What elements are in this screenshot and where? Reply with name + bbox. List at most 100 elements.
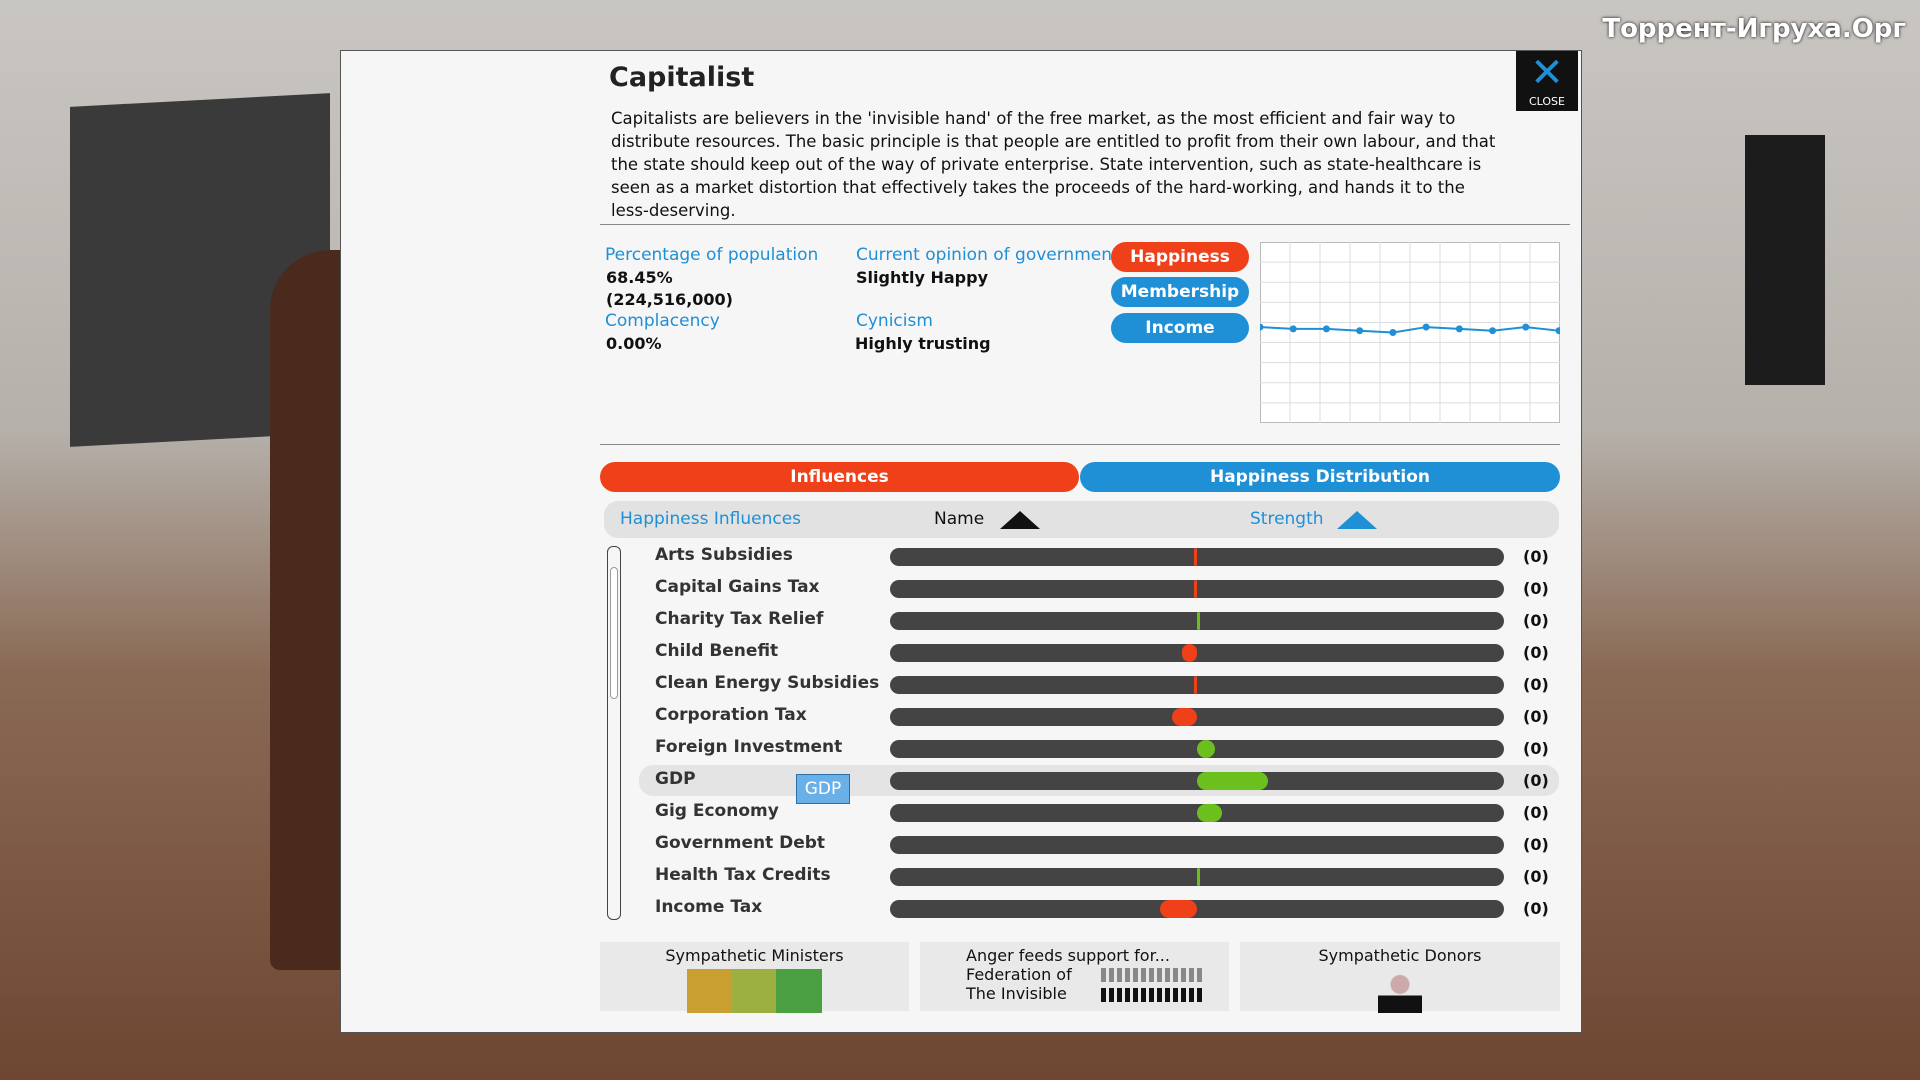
- sort-arrow[interactable]: [1337, 511, 1377, 529]
- group-name: Federation of The Invisible: [966, 965, 1229, 1003]
- trend-line: [1260, 326, 1560, 334]
- tooltip: GDP: [796, 774, 850, 804]
- trend-point: [1289, 325, 1297, 333]
- anger-box: Anger feeds support for... Federation of…: [920, 942, 1229, 1011]
- divider: [600, 444, 1560, 445]
- strength-label: (0): [1523, 611, 1549, 630]
- title: Capitalist: [609, 62, 755, 93]
- stat-label: Current opinion of government: [856, 245, 1119, 265]
- stat-label: Percentage of population: [605, 245, 819, 265]
- trend-point: [1489, 327, 1497, 335]
- column-header[interactable]: Name: [934, 509, 985, 529]
- bar-track: [890, 548, 1504, 566]
- bar-track: [890, 836, 1504, 854]
- bar-track: [890, 900, 1504, 918]
- influence-name[interactable]: Clean Energy Subsidies: [655, 673, 880, 693]
- column-header: Happiness Influences: [620, 509, 802, 529]
- strength-bar: [1197, 740, 1216, 758]
- strength-bar: [1197, 612, 1201, 630]
- donor-portrait[interactable]: [1378, 969, 1422, 1013]
- trend-point: [1422, 323, 1430, 331]
- influence-name[interactable]: Health Tax Credits: [655, 865, 831, 885]
- influence-name[interactable]: Charity Tax Relief: [655, 609, 824, 629]
- minister-portraits[interactable]: [687, 969, 822, 1013]
- bar-track: [890, 676, 1504, 694]
- description: Capitalists are believers in the 'invisi…: [611, 109, 1496, 220]
- stat-value: (224,516,000): [606, 290, 733, 309]
- meter: [1101, 968, 1204, 982]
- close-button[interactable]: ✕ CLOSE: [1516, 51, 1578, 111]
- scroll-thumb[interactable]: [610, 567, 618, 699]
- tab[interactable]: Happiness Distribution: [1080, 462, 1560, 492]
- meter: [1101, 988, 1204, 1002]
- box-title: Anger feeds support for...: [966, 946, 1170, 965]
- influence-name[interactable]: GDP: [655, 769, 696, 789]
- tab[interactable]: Influences: [600, 462, 1079, 492]
- influence-name[interactable]: Gig Economy: [655, 801, 779, 821]
- stat-value: 0.00%: [606, 334, 662, 353]
- influence-name[interactable]: Capital Gains Tax: [655, 577, 820, 597]
- strength-bar: [1193, 548, 1197, 566]
- influence-name[interactable]: Arts Subsidies: [655, 545, 793, 565]
- strength-bar: [1197, 868, 1201, 886]
- trend-point: [1322, 325, 1330, 333]
- scrollbar[interactable]: [607, 546, 621, 920]
- strength-label: (0): [1523, 835, 1549, 854]
- stat-value: Highly trusting: [855, 334, 991, 353]
- close-label: CLOSE: [1528, 95, 1565, 108]
- strength-bar: [1193, 676, 1197, 694]
- stat-label: Complacency: [605, 311, 720, 331]
- strength-label: (0): [1523, 771, 1549, 790]
- influence-name[interactable]: Foreign Investment: [655, 737, 843, 757]
- scene-screen: [1745, 135, 1825, 385]
- strength-label: (0): [1523, 739, 1549, 758]
- trend-point: [1389, 329, 1397, 336]
- bar-track: [890, 644, 1504, 662]
- chart-button[interactable]: Happiness: [1111, 242, 1249, 272]
- strength-bar: [1181, 644, 1197, 662]
- influence-name[interactable]: Income Tax: [655, 897, 763, 917]
- column-header[interactable]: Strength: [1250, 509, 1324, 529]
- box-title: Sympathetic Ministers: [665, 946, 844, 965]
- strength-label: (0): [1523, 643, 1549, 662]
- trend-point: [1555, 327, 1560, 335]
- sort-arrow[interactable]: [1000, 511, 1040, 529]
- group-line: Federation of: [966, 965, 1072, 984]
- strength-label: (0): [1523, 675, 1549, 694]
- trend-point: [1522, 323, 1530, 331]
- trend-point: [1356, 327, 1364, 335]
- strength-bar: [1172, 708, 1197, 726]
- strength-label: (0): [1523, 867, 1549, 886]
- ministers-box: Sympathetic Ministers: [600, 942, 909, 1013]
- strength-label: (0): [1523, 707, 1549, 726]
- stat-label: Cynicism: [856, 311, 933, 331]
- close-icon: ✕: [1530, 50, 1564, 96]
- chart-button[interactable]: Membership: [1111, 277, 1249, 307]
- influence-name[interactable]: Government Debt: [655, 833, 826, 853]
- stat-value: 68.45%: [606, 268, 673, 287]
- divider: [600, 224, 1570, 225]
- chart-button[interactable]: Income: [1111, 313, 1249, 343]
- box-title: Sympathetic Donors: [1318, 946, 1482, 965]
- influence-name[interactable]: Corporation Tax: [655, 705, 807, 725]
- trend-point: [1260, 323, 1264, 331]
- bar-track: [890, 580, 1504, 598]
- bar-track: [890, 708, 1504, 726]
- strength-label: (0): [1523, 803, 1549, 822]
- watermark: Торрент-Игруха.Орг: [1602, 14, 1906, 44]
- strength-bar: [1197, 804, 1222, 822]
- strength-label: (0): [1523, 579, 1549, 598]
- strength-bar: [1197, 772, 1268, 790]
- influence-name[interactable]: Child Benefit: [655, 641, 779, 661]
- table-header: [604, 501, 1559, 538]
- strength-bar: [1160, 900, 1197, 918]
- strength-label: (0): [1523, 547, 1549, 566]
- stat-value: Slightly Happy: [856, 268, 988, 287]
- strength-bar: [1193, 580, 1197, 598]
- donors-box: Sympathetic Donors: [1240, 942, 1560, 1013]
- group-line: The Invisible: [966, 984, 1067, 1003]
- trend-chart: [1260, 242, 1560, 423]
- trend-point: [1455, 325, 1463, 333]
- strength-label: (0): [1523, 899, 1549, 918]
